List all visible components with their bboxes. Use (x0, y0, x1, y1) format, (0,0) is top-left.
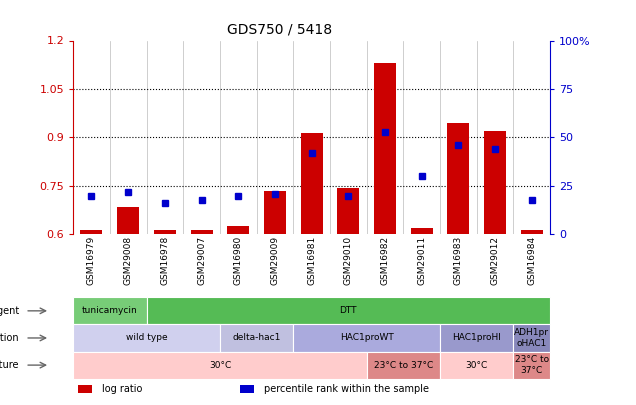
Text: agent: agent (0, 306, 20, 316)
Bar (374, 63, 396, 234)
Bar (81, 230, 102, 234)
Text: 30°C: 30°C (209, 360, 231, 370)
Bar (154, 230, 176, 234)
Bar (440, 352, 513, 379)
Text: HAC1proHI: HAC1proHI (452, 333, 501, 343)
Text: 30°C: 30°C (466, 360, 488, 370)
Bar (117, 207, 139, 234)
Text: 23°C to 37°C: 23°C to 37°C (374, 360, 433, 370)
Text: log ratio: log ratio (102, 384, 142, 394)
Text: DTT: DTT (340, 306, 357, 315)
Bar (484, 131, 506, 234)
Bar (301, 133, 322, 234)
Text: 23°C to
37°C: 23°C to 37°C (515, 356, 549, 375)
Bar (513, 352, 550, 379)
Bar (293, 324, 440, 352)
Bar (191, 230, 212, 234)
Text: tunicamycin: tunicamycin (82, 306, 138, 315)
Text: percentile rank within the sample: percentile rank within the sample (264, 384, 429, 394)
Bar (227, 226, 249, 234)
Bar (240, 386, 254, 393)
Bar (73, 324, 220, 352)
Bar (220, 324, 293, 352)
Text: genotype/variation: genotype/variation (0, 333, 20, 343)
Text: delta-hac1: delta-hac1 (232, 333, 280, 343)
Bar (367, 352, 440, 379)
Bar (411, 228, 432, 234)
Bar (440, 324, 513, 352)
Bar (337, 188, 359, 234)
Text: HAC1proWT: HAC1proWT (340, 333, 394, 343)
Text: wild type: wild type (126, 333, 167, 343)
Bar (73, 297, 146, 324)
Text: temperature: temperature (0, 360, 20, 370)
Bar (521, 230, 543, 234)
Text: ADH1pr
oHAC1: ADH1pr oHAC1 (515, 328, 550, 347)
Bar (73, 352, 367, 379)
Bar (447, 123, 469, 234)
Text: GDS750 / 5418: GDS750 / 5418 (227, 22, 333, 36)
Bar (146, 297, 550, 324)
Bar (264, 191, 286, 234)
Bar (513, 324, 550, 352)
Bar (78, 386, 92, 393)
